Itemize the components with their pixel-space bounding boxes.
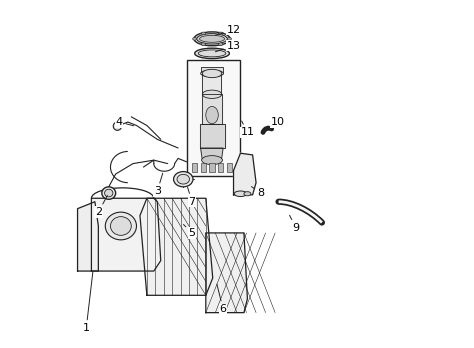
Text: 9: 9 <box>290 215 300 233</box>
Ellipse shape <box>198 50 226 57</box>
Ellipse shape <box>201 156 222 165</box>
Polygon shape <box>206 233 247 313</box>
Ellipse shape <box>202 69 222 78</box>
Text: 6: 6 <box>217 284 227 314</box>
Ellipse shape <box>177 174 190 184</box>
Bar <box>201 163 206 172</box>
Polygon shape <box>234 153 256 195</box>
Ellipse shape <box>228 38 231 40</box>
Bar <box>227 163 232 172</box>
Text: 7: 7 <box>188 187 195 207</box>
Bar <box>201 67 223 73</box>
Ellipse shape <box>105 189 113 197</box>
Text: 3: 3 <box>154 173 163 196</box>
Ellipse shape <box>202 90 222 98</box>
Text: 4: 4 <box>116 117 134 127</box>
Polygon shape <box>202 73 221 94</box>
Ellipse shape <box>192 38 197 40</box>
Ellipse shape <box>194 32 230 46</box>
Text: 10: 10 <box>268 117 285 130</box>
Ellipse shape <box>102 187 116 199</box>
Ellipse shape <box>206 106 219 124</box>
Ellipse shape <box>110 217 131 235</box>
Bar <box>192 163 198 172</box>
Ellipse shape <box>197 34 228 44</box>
Ellipse shape <box>173 172 193 187</box>
Polygon shape <box>201 94 222 124</box>
Ellipse shape <box>200 35 225 42</box>
Ellipse shape <box>219 32 223 35</box>
Ellipse shape <box>201 32 205 35</box>
Bar <box>210 163 215 172</box>
Ellipse shape <box>113 122 121 130</box>
Polygon shape <box>78 202 99 271</box>
Ellipse shape <box>234 191 246 197</box>
Ellipse shape <box>244 192 251 196</box>
Bar <box>187 60 240 176</box>
Bar <box>218 163 223 172</box>
Ellipse shape <box>201 70 223 77</box>
Text: 8: 8 <box>251 187 265 198</box>
Text: 12: 12 <box>215 25 241 35</box>
Ellipse shape <box>201 43 205 46</box>
Text: 5: 5 <box>183 224 195 238</box>
Text: 13: 13 <box>215 41 240 52</box>
Ellipse shape <box>195 48 229 58</box>
Ellipse shape <box>105 212 137 240</box>
Ellipse shape <box>219 43 223 46</box>
Polygon shape <box>200 124 225 148</box>
Polygon shape <box>91 198 161 271</box>
Text: 11: 11 <box>240 121 255 137</box>
Text: 1: 1 <box>83 272 93 333</box>
Text: 2: 2 <box>95 196 108 217</box>
Polygon shape <box>140 198 213 295</box>
Polygon shape <box>201 148 223 160</box>
